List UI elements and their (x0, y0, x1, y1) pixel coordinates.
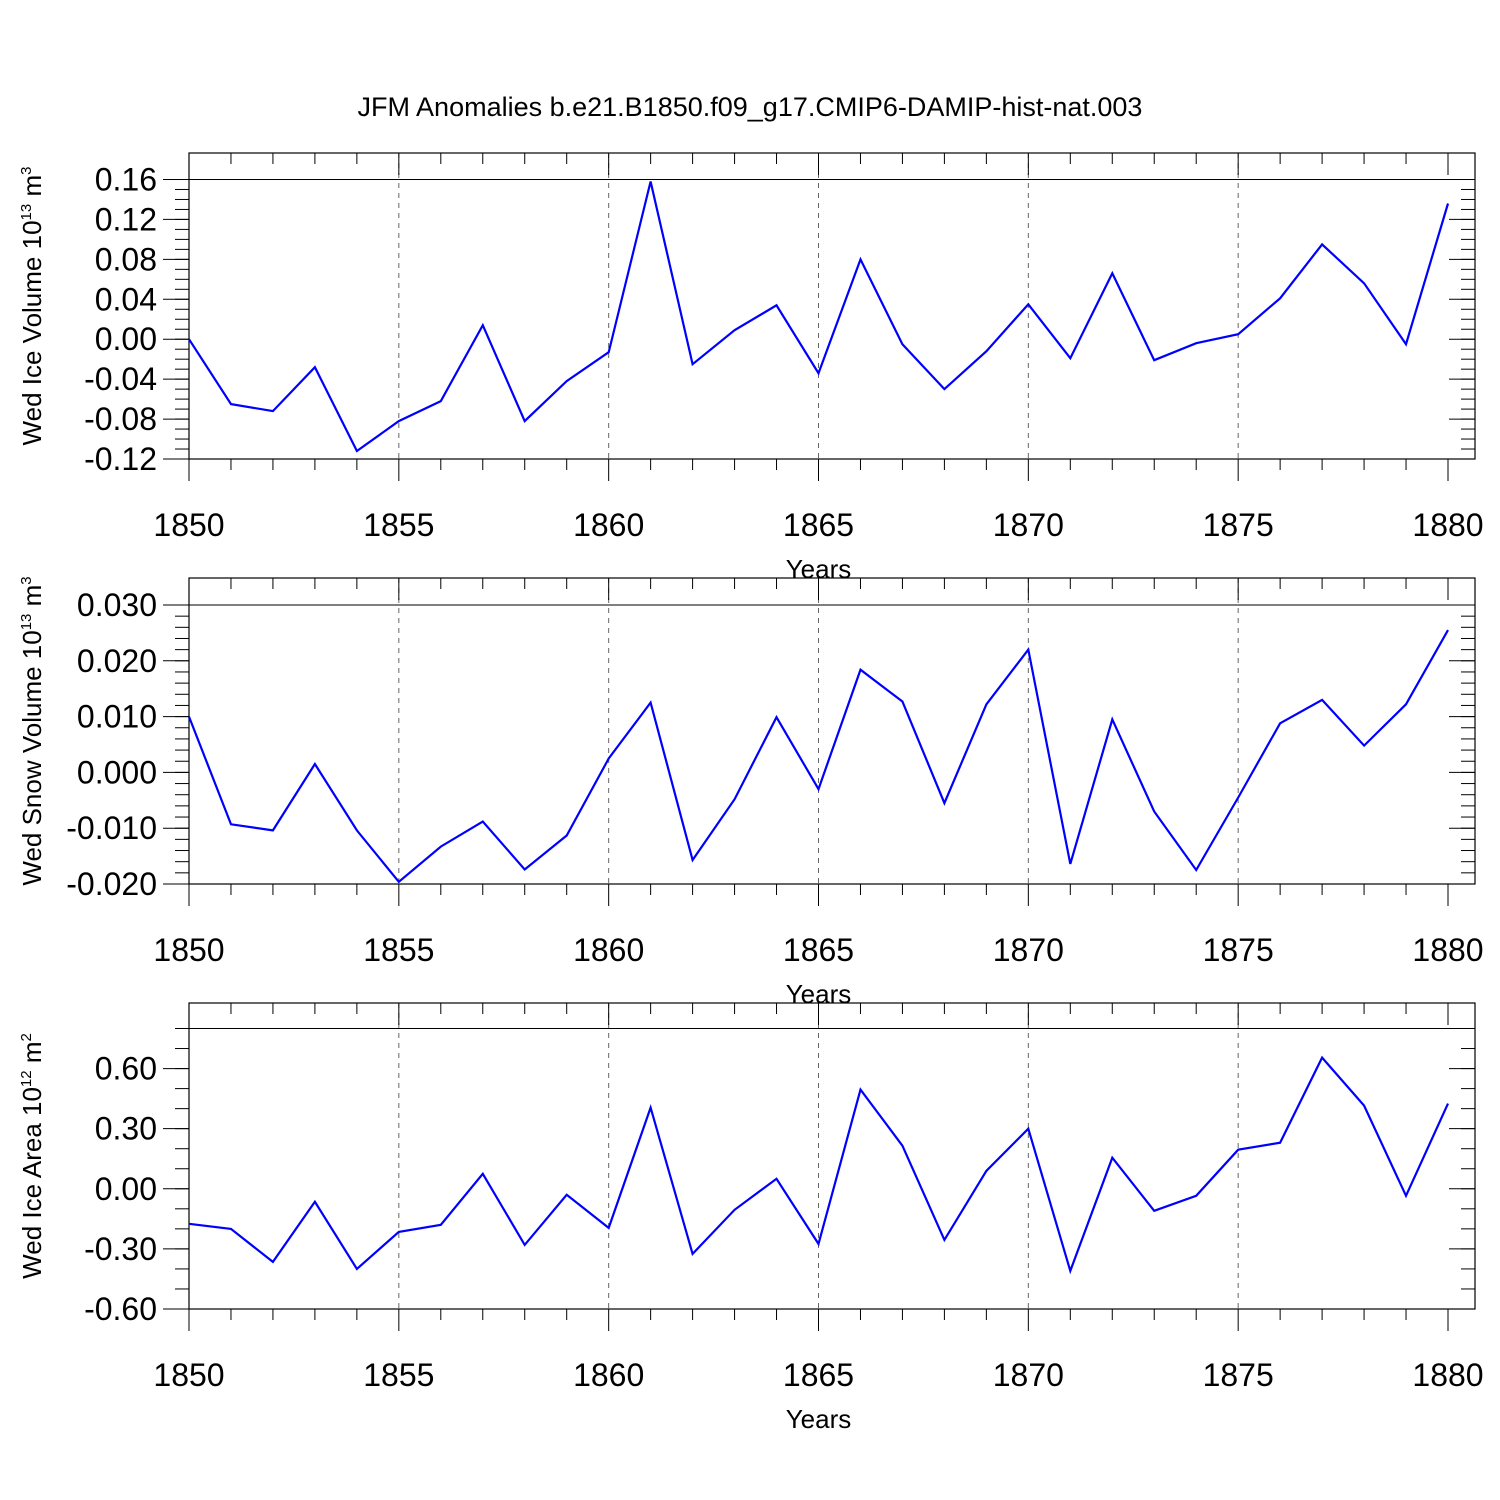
x-tick-label: 1860 (573, 507, 644, 543)
x-tick-label: 1865 (783, 1357, 854, 1393)
panel-ice-area: 1850 1855 1860 1865 1870 1875 1880 Years -0.60 -0… (17, 1002, 1484, 1434)
y-tick-label: 0.00 (95, 321, 157, 357)
y-tick-label: 0.00 (95, 1171, 157, 1207)
y-tick-label: 0.16 (95, 162, 157, 198)
y-tick-label: 0.010 (77, 699, 157, 735)
x-tick-label: 1865 (783, 507, 854, 543)
x-tick-label: 1850 (153, 507, 224, 543)
y-tick-label: -0.60 (84, 1291, 157, 1327)
x-tick-label: 1855 (363, 1357, 434, 1393)
x-tick-label: 1860 (573, 1357, 644, 1393)
x-tick-label: 1875 (1203, 507, 1274, 543)
y-axis-label: Wed Ice Volume 1013 m3 (17, 167, 47, 446)
x-tick-label: 1880 (1412, 1357, 1483, 1393)
y-tick-label: -0.04 (84, 361, 157, 397)
y-tick-label: -0.30 (84, 1231, 157, 1267)
series-line (187, 629, 1449, 884)
plot-frame (188, 152, 1476, 460)
y-tick-label: -0.020 (66, 866, 157, 902)
y-tick-label: -0.08 (84, 401, 157, 437)
x-tick-label: 1850 (153, 1357, 224, 1393)
x-tick-label: 1870 (993, 507, 1064, 543)
x-tick-label: 1875 (1203, 1357, 1274, 1393)
y-tick-label: -0.12 (84, 441, 157, 477)
y-tick-label: 0.08 (95, 241, 157, 277)
y-tick-label: 0.000 (77, 754, 157, 790)
y-tick-label: 0.020 (77, 643, 157, 679)
x-tick-label: 1855 (363, 932, 434, 968)
y-tick-label: -0.010 (66, 810, 157, 846)
y-axis-label: Wed Ice Area 1012 m2 (17, 1033, 47, 1279)
x-tick-label: 1880 (1412, 932, 1483, 968)
x-tick-label: 1865 (783, 932, 854, 968)
x-tick-label: 1860 (573, 932, 644, 968)
y-axis-label: Wed Snow Volume 1013 m3 (17, 576, 47, 885)
plot-frame (188, 1002, 1476, 1310)
panel-ice-volume: 1850 1855 1860 1865 1870 1875 1880Years-0.12-0… (17, 152, 1484, 584)
x-axis-label: Years (786, 1404, 852, 1434)
y-tick-label: 0.030 (77, 587, 157, 623)
panel-snow-volume: 1850 1855 1860 1865 1870 1875 1880Years-0.020-… (17, 576, 1484, 1009)
x-tick-label: 1850 (153, 932, 224, 968)
x-tick-label: 1855 (363, 507, 434, 543)
x-tick-label: 1870 (993, 1357, 1064, 1393)
x-tick-label: 1875 (1203, 932, 1274, 968)
y-tick-label: 0.12 (95, 201, 157, 237)
x-tick-label: 1870 (993, 932, 1064, 968)
x-tick-label: 1880 (1412, 507, 1483, 543)
y-tick-label: 0.30 (95, 1111, 157, 1147)
chart-title: JFM Anomalies b.e21.B1850.f09_g17.CMIP6-… (358, 92, 1143, 122)
y-tick-label: 0.60 (95, 1051, 157, 1087)
plot-frame (188, 577, 1476, 885)
y-tick-label: 0.04 (95, 281, 157, 317)
